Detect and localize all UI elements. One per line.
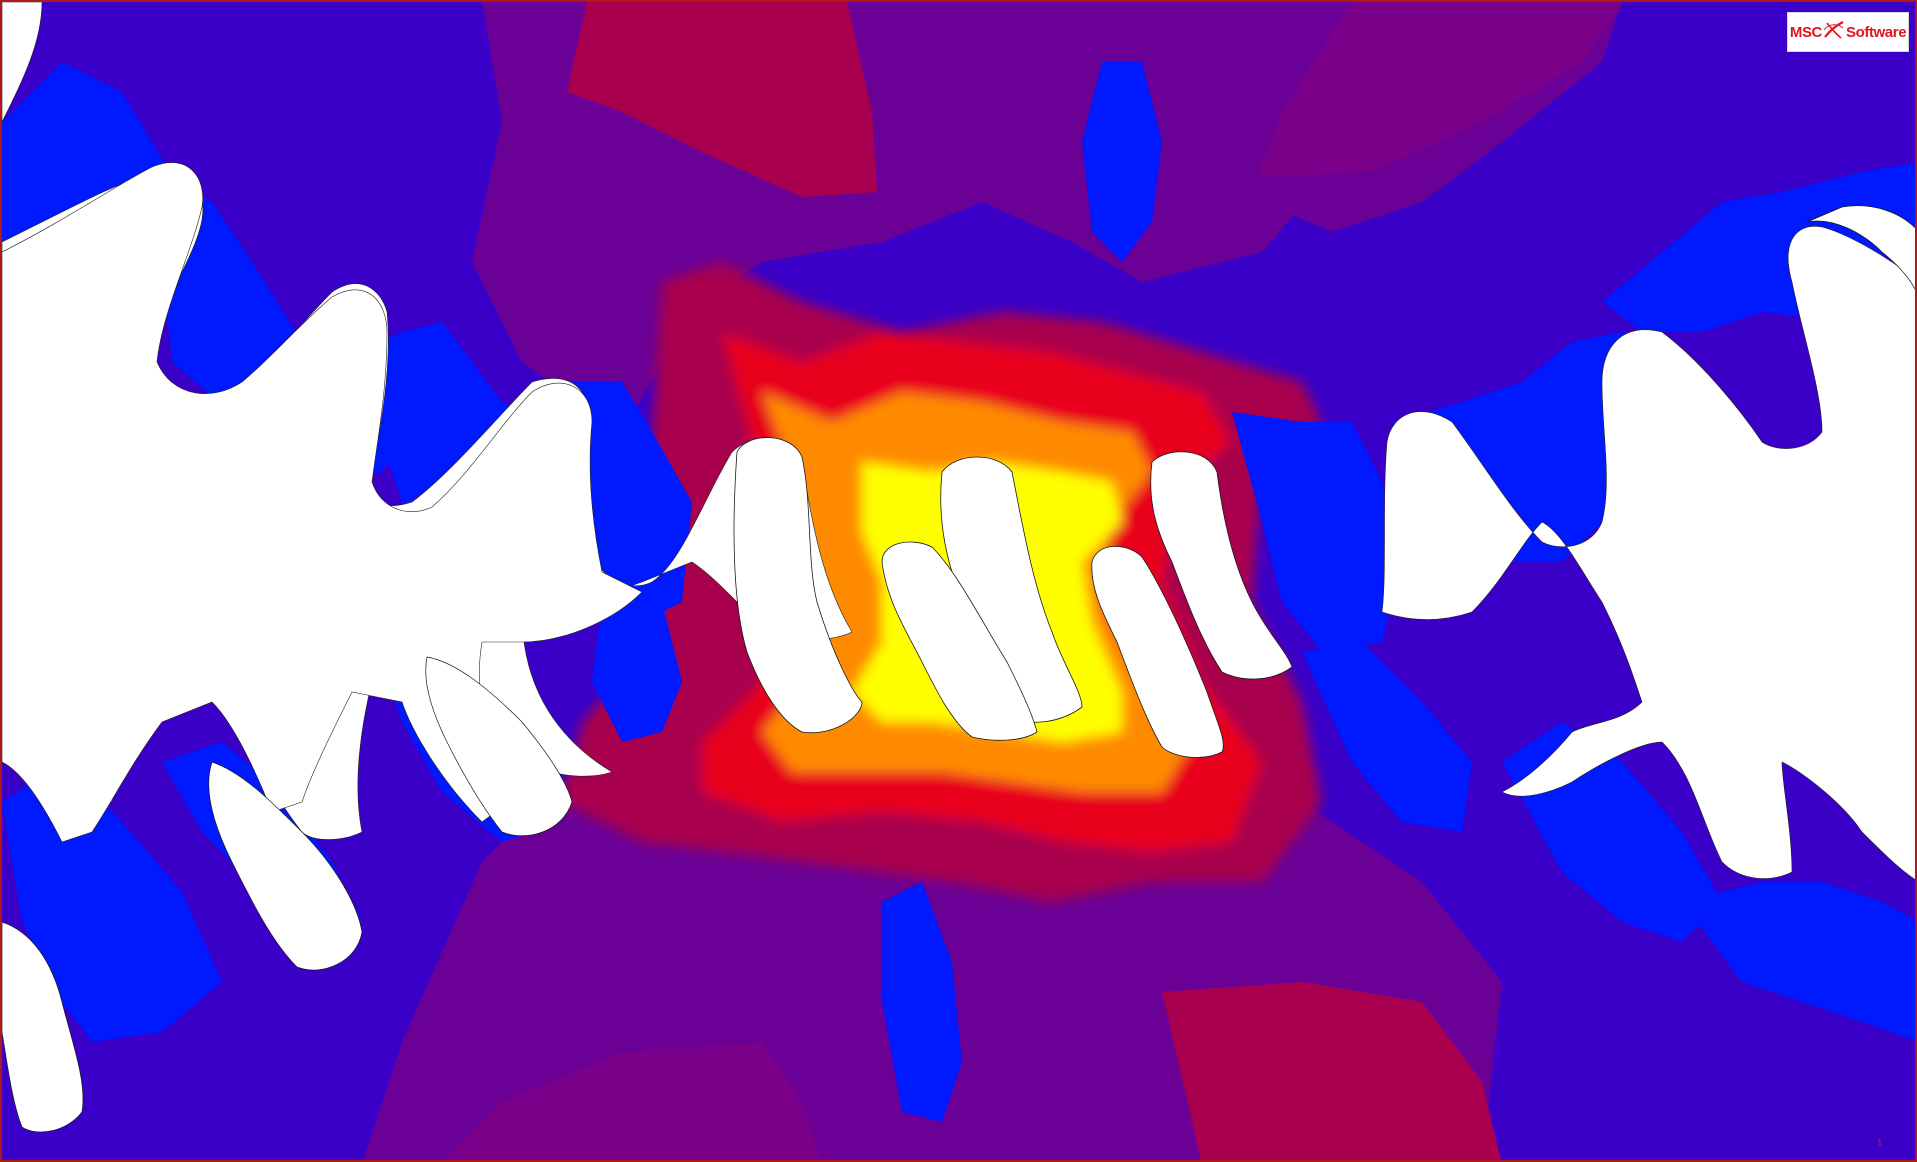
logo-wordmark: MSC Software [1789, 20, 1907, 44]
msc-swoosh-icon [1823, 20, 1845, 44]
frame-index-label: 1 [1877, 1138, 1883, 1149]
contour-band-magenta-top [567, 2, 877, 197]
gear-right [1381, 226, 1915, 880]
gear-bottom-left-tooth-3 [425, 656, 573, 836]
logo-suffix: Software [1845, 23, 1907, 41]
gear-top-body [2, 2, 43, 123]
gear-bottom-left-tooth-2 [208, 761, 363, 971]
gear-top-right-tooth-4 [1806, 205, 1915, 290]
logo-prefix: MSC [1789, 23, 1823, 41]
gear-right-body [1381, 226, 1915, 880]
gear-bottom-tooth-mesh-1 [881, 541, 1038, 741]
gear-top-tooth-mesh-1 [733, 437, 863, 734]
msc-software-logo: MSC Software [1787, 12, 1909, 52]
contour-band-magenta-bottom [1162, 982, 1502, 1160]
gear-mesh-teeth [733, 437, 1293, 758]
gear-top-tooth-mesh-3 [1150, 451, 1293, 680]
contour-band-magenta-top-right [1257, 2, 1622, 177]
gear-bottom-left-tooth-1 [2, 921, 84, 1133]
gear-bottom-tooth-mesh-2 [1091, 545, 1224, 758]
contour-band-magenta-bottom-left [445, 1042, 821, 1160]
gear-tooth-outlines [2, 205, 1915, 1133]
